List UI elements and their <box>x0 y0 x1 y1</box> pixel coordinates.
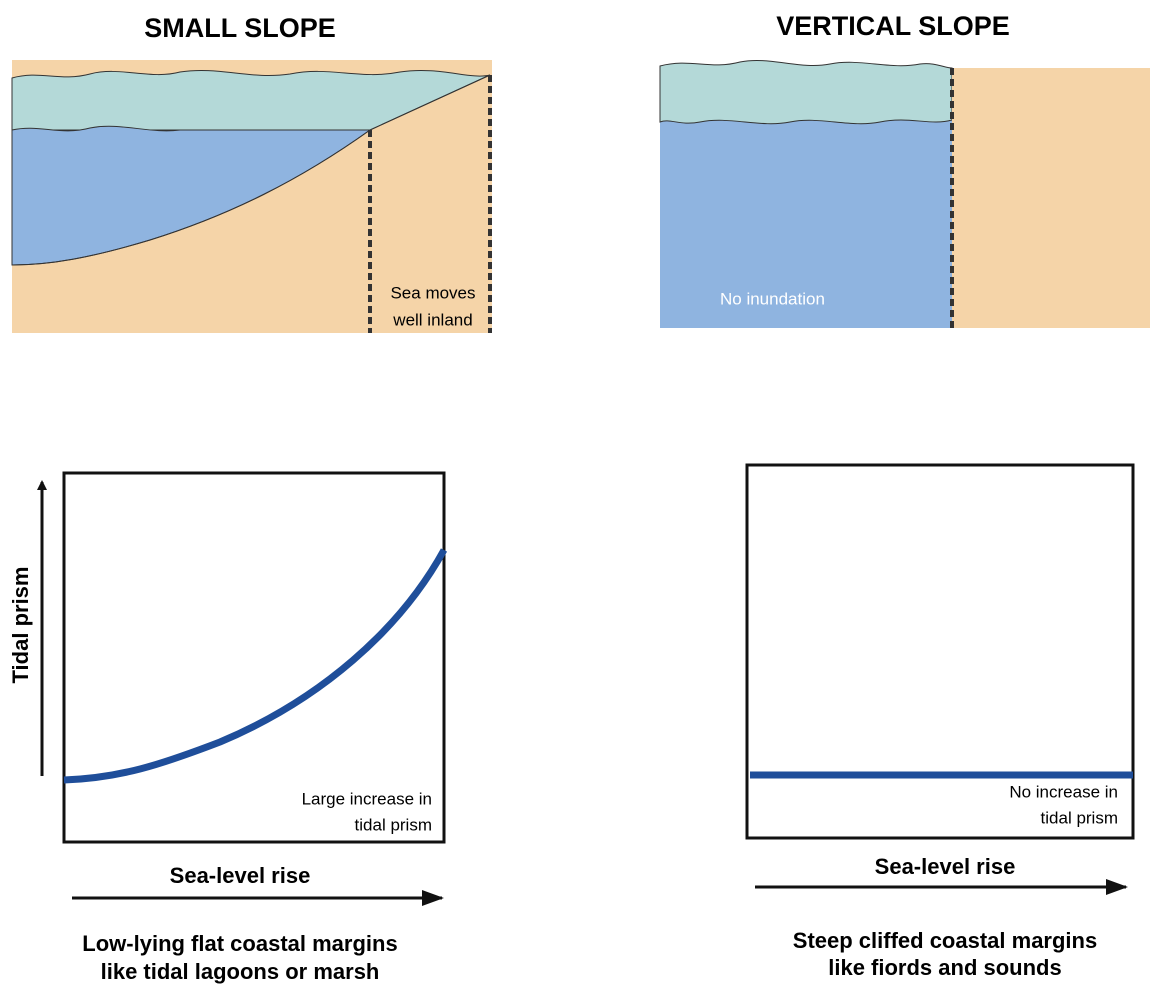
water-surface-zone <box>660 60 952 123</box>
diagram: Sea moves well inland SMALL SLOPE No inu… <box>0 0 1155 994</box>
diagram-note: well inland <box>392 310 472 329</box>
vertical-slope-section: No inundation <box>660 60 1150 328</box>
caption: like fiords and sounds <box>828 955 1061 980</box>
land <box>952 68 1150 328</box>
caption: Steep cliffed coastal margins <box>793 928 1097 953</box>
panel-title: VERTICAL SLOPE <box>776 11 1010 41</box>
trend-curve <box>64 550 444 780</box>
caption: Low-lying flat coastal margins <box>82 931 397 956</box>
diagram-note: No inundation <box>720 289 825 308</box>
diagram-note: Sea moves <box>390 283 475 302</box>
graph-note: Large increase in <box>302 789 432 808</box>
graph-note: tidal prism <box>355 815 432 834</box>
graph-note: No increase in <box>1009 782 1118 801</box>
graph-frame <box>64 473 444 842</box>
caption: like tidal lagoons or marsh <box>101 959 380 984</box>
y-axis-label: Tidal prism <box>8 567 33 684</box>
small-slope-section: Sea moves well inland <box>12 60 492 333</box>
x-axis-label: Sea-level rise <box>170 863 311 888</box>
x-axis-label: Sea-level rise <box>875 854 1016 879</box>
graph-note: tidal prism <box>1041 808 1118 827</box>
panel-title: SMALL SLOPE <box>144 13 336 43</box>
